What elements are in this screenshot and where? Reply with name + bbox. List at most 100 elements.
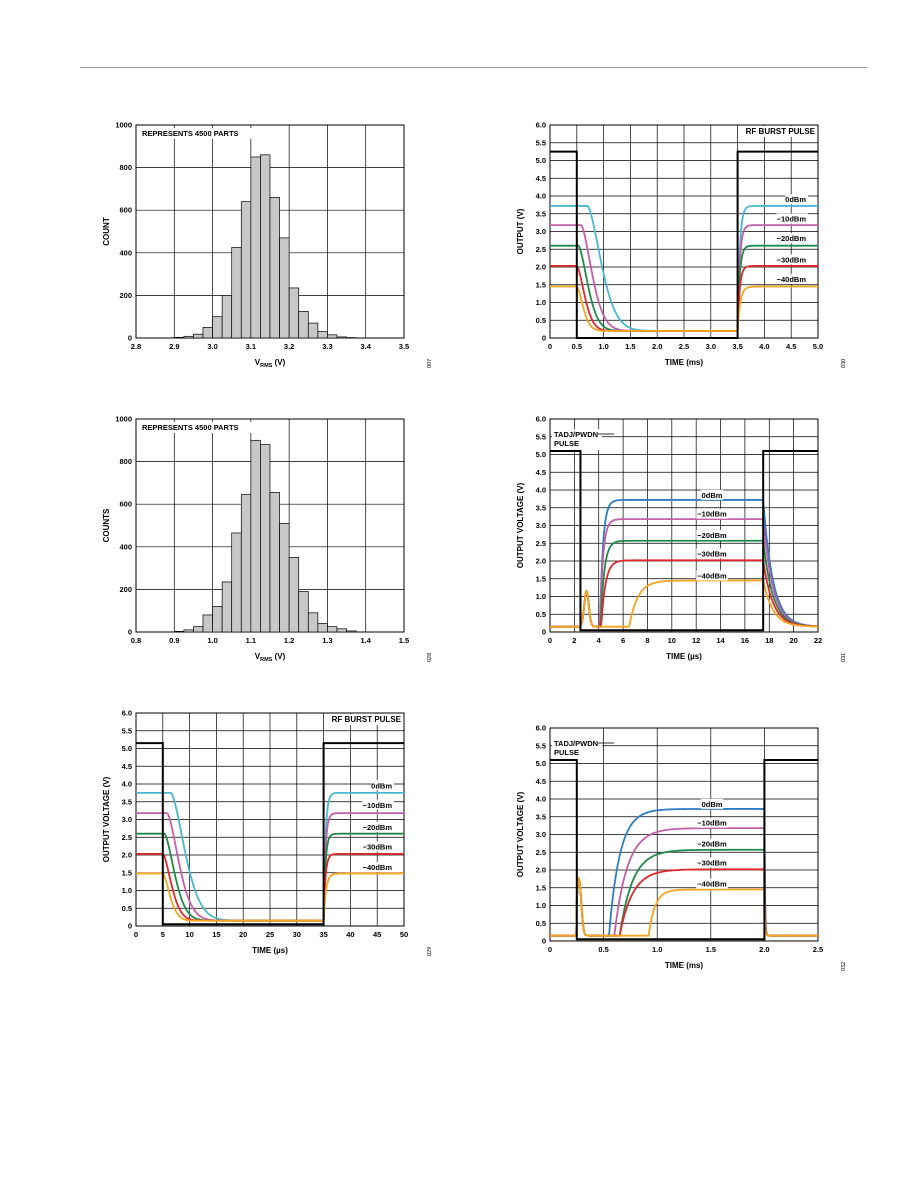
y-axis-label: OUTPUT VOLTAGE (V) [516,791,525,877]
x-axis-label: TIME (ms) [665,358,704,367]
y-tick-label: 2.0 [536,557,546,566]
x-tick-label: 1.0 [207,636,217,645]
x-tick-label: 2.0 [652,342,662,351]
histogram-bar [183,335,194,339]
y-tick-label: 2.0 [536,866,546,875]
x-tick-label: 10 [668,636,676,645]
x-tick-label: 20 [789,636,797,645]
pulse-line [550,150,818,339]
annotation-text: RF BURST PULSE [332,715,402,724]
series-label-bg [696,857,728,868]
series-label-bg [696,508,728,519]
y-tick-label: 1000 [115,415,132,424]
y-tick-label: 3.0 [536,521,546,530]
x-tick-label: 2.0 [759,945,769,954]
x-tick-label: 3.5 [399,342,409,351]
y-tick-label: 6.0 [122,709,132,718]
series-label: −20dBm [697,531,727,540]
y-tick-label: 0.5 [536,316,546,325]
x-tick-label: 2.8 [131,342,141,351]
annotation-text: PULSE [554,439,579,448]
x-tick-label: 0 [548,945,552,954]
figure-code: 028 [427,653,433,662]
y-axis-label: OUTPUT (V) [516,208,525,254]
histogram-bar [202,614,213,633]
y-tick-label: 6.0 [536,121,546,130]
series-label-bg [776,213,808,224]
x-tick-label: 16 [741,636,749,645]
x-tick-label: 0.5 [598,945,608,954]
annotation-text: REPRESENTS 4500 PARTS [142,129,239,138]
series-label: 0dBm [785,195,806,204]
series-label: −40dBm [363,863,393,872]
x-tick-label: 10 [185,930,193,939]
y-tick-label: 3.0 [122,815,132,824]
y-tick-label: 5.0 [536,450,546,459]
series-label: −40dBm [697,880,727,889]
histogram-bar [307,612,319,633]
rf-burst-response-us-chart: 0 5 10 15 20 25 30 35 40 45 50 0 0.5 1.0 1.5 2.0 2.5 3.0 3… [102,709,433,957]
plot-frame [549,418,819,633]
series-label: −30dBm [363,843,393,852]
x-tick-label: 3.3 [322,342,332,351]
histogram-bar [327,626,338,633]
y-tick-label: 400 [119,542,132,551]
series-label-bg [362,841,394,852]
grid [549,124,819,339]
y-tick-label: 5.5 [536,432,546,441]
y-tick-label: 5.0 [122,744,132,753]
x-tick-label: 12 [692,636,700,645]
x-tick-label: 3.2 [284,342,294,351]
y-tick-label: 4.0 [536,795,546,804]
histogram-bar [250,156,261,339]
histogram-bar [250,439,261,633]
x-tick-label: 20 [239,930,247,939]
y-tick-label: 0 [542,628,546,637]
y-tick-label: 5.5 [536,741,546,750]
x-tick-label: 18 [765,636,773,645]
x-tick-label: 6 [621,636,625,645]
annotation-text: TADJ/PWDN [554,739,598,748]
histogram-bar [346,630,357,633]
histogram-bar [240,201,252,339]
y-tick-label: 1.0 [536,298,546,307]
series-label: −30dBm [697,549,727,558]
figure-code: 030 [841,359,847,368]
y-tick-label: 3.0 [536,830,546,839]
y-tick-label: 1.5 [536,574,546,583]
series-line [550,285,818,332]
y-tick-label: 1.5 [536,883,546,892]
y-tick-label: 6.0 [536,724,546,733]
y-tick-label: 3.5 [536,209,546,218]
y-tick-label: 1.5 [536,280,546,289]
histogram-bar [173,631,185,633]
y-tick-label: 0 [542,334,546,343]
y-tick-label: 3.5 [536,812,546,821]
histogram-bar [212,316,223,339]
series-label: 0dBm [702,491,723,500]
series-label-bg [696,817,728,828]
annotation-text: REPRESENTS 4500 PARTS [142,423,239,432]
y-axis-label: OUTPUT VOLTAGE (V) [102,776,111,862]
y-tick-label: 2.5 [536,848,546,857]
series-line [550,876,818,937]
x-tick-label: 40 [346,930,354,939]
series-label: −30dBm [697,858,727,867]
rf-burst-response-ms-chart: 0 0.5 1.0 1.5 2.0 2.5 3.0 3.5 4.0 4.5 5.0 0 0.5 1.0 1.… [516,121,847,369]
histogram-bar [231,532,242,633]
x-tick-label: 4.0 [759,342,769,351]
y-tick-label: 4.0 [536,192,546,201]
x-tick-label: 25 [266,930,274,939]
x-tick-label: 1.3 [322,636,332,645]
y-tick-label: 1.5 [122,868,132,877]
series-label: 0dBm [371,781,392,790]
pulse-line [136,742,404,926]
histogram-bar [202,327,213,339]
x-tick-label: 0.9 [169,636,179,645]
x-tick-label: 50 [400,930,408,939]
series-label-bg [696,838,728,849]
annotation-bg [140,128,258,139]
x-tick-label: 1.0 [598,342,608,351]
histogram-bar [193,626,204,633]
pulse-line [550,449,818,632]
